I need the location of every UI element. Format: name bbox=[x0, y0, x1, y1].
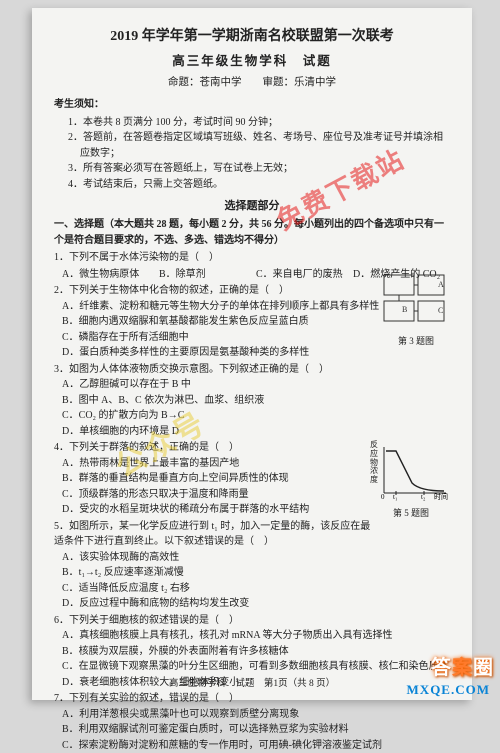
option: C．CO₂ 的扩散方向为 B→C bbox=[62, 408, 372, 424]
brand-answer-circle: 答案圈 bbox=[431, 651, 494, 680]
notice-heading: 考生须知： bbox=[54, 97, 450, 113]
question-stem: 5．如图所示，某一化学反应进行到 t₁ 时，加入一定量的酶，该反应在最适条件下进… bbox=[54, 519, 374, 550]
option: C．适当降低反应温度 t₂ 右移 bbox=[62, 581, 372, 597]
brand-char: 案 bbox=[452, 657, 473, 679]
notice-item: 4．考试结束后，只需上交答题纸。 bbox=[68, 177, 450, 193]
fig3-label-b: B bbox=[402, 305, 407, 314]
option: C．探索淀粉酶对淀粉和蔗糖的专一作用时，可用碘-碘化钾溶液鉴定试剂 bbox=[62, 738, 450, 753]
fig5-tick-t2: t₂ bbox=[421, 493, 426, 501]
question-stem: 6．下列关于细胞核的叙述错误的是（ ） bbox=[54, 613, 450, 629]
title-source: 命题：苍南中学 审题：乐清中学 bbox=[54, 75, 450, 91]
title-main: 2019 年学年第一学期浙南名校联盟第一次联考 bbox=[54, 26, 450, 48]
figure-5-caption: 第 5 题图 bbox=[372, 507, 450, 521]
question-stem: 7．下列有关实验的叙述，错误的是（ ） bbox=[54, 691, 450, 707]
notice-item: 2．答题前，在答题卷指定区域填写班级、姓名、考场号、座位号及准考证号并填涂相应数… bbox=[68, 130, 450, 161]
option: B．核膜为双层膜，外膜的外表面附着有许多核糖体 bbox=[62, 644, 450, 660]
section-heading: 选择题部分 bbox=[54, 198, 450, 215]
option: B．t₁→t₂ 反应速率逐渐减慢 bbox=[62, 565, 372, 581]
fig5-tick-t1: t₁ bbox=[393, 493, 397, 501]
fig5-tick-0: 0 bbox=[381, 493, 385, 501]
figure-3: A B C 第 3 题图 bbox=[382, 271, 450, 341]
option: A．微生物病原体 bbox=[62, 267, 159, 283]
option: A．乙醇胆碱可以存在于 B 中 bbox=[62, 377, 372, 393]
brand-char: 圈 bbox=[473, 657, 494, 679]
option: D．反应过程中酶和底物的结构均发生改变 bbox=[62, 596, 372, 612]
option: C．在显微镜下观察黑藻的叶分生区细胞，可看到多数细胞核具有核膜、核仁和染色质体 bbox=[62, 659, 450, 675]
option: B．除草剂 bbox=[159, 267, 256, 283]
option: A．真核细胞核膜上具有核孔，核孔对 mRNA 等大分子物质出入具有选择性 bbox=[62, 628, 450, 644]
figure-5: 0 t₁ t₂ 时间 反应物浓度 第 5 题图 bbox=[372, 443, 450, 515]
part-instruction: 一、选择题（本大题共 28 题，每小题 2 分，共 56 分。每小题列出的四个备… bbox=[54, 217, 450, 248]
fig3-label-a: A bbox=[438, 280, 444, 289]
fig5-svg: 0 t₁ t₂ 时间 bbox=[372, 443, 450, 501]
fig5-xlabel: 时间 bbox=[434, 492, 448, 501]
brand-url: MXQE.COM bbox=[407, 682, 490, 698]
notice-item: 3．所有答案必须写在答题纸上，写在试卷上无效； bbox=[68, 161, 450, 177]
option: A．该实验体现酶的高效性 bbox=[62, 550, 372, 566]
question-stem: 3．如图为人体体液物质交换示意图。下列叙述正确的是（ ） bbox=[54, 362, 374, 378]
fig3-label-c: C bbox=[438, 306, 443, 315]
option: C．来自电厂的废热 bbox=[256, 267, 353, 283]
option: D．单核细胞的内环境是 D bbox=[62, 424, 372, 440]
fig5-ylabel: 反应物浓度 bbox=[370, 441, 382, 485]
question-stem: 1．下列不属于水体污染物的是（ ） bbox=[54, 250, 450, 266]
fig3-svg: A B C bbox=[382, 271, 450, 329]
brand-char: 答 bbox=[431, 657, 452, 679]
title-subject: 高三年级生物学科 试题 bbox=[54, 52, 450, 71]
exam-page: 2019 年学年第一学期浙南名校联盟第一次联考 高三年级生物学科 试题 命题：苍… bbox=[32, 8, 472, 700]
figure-3-caption: 第 3 题图 bbox=[382, 335, 450, 349]
option: B．图中 A、B、C 依次为淋巴、血浆、组织液 bbox=[62, 393, 372, 409]
option: A．利用洋葱根尖或黑藻叶也可以观察到质壁分离现象 bbox=[62, 707, 450, 723]
option: B．利用双缩脲试剂可鉴定蛋白质时，可以选择熟豆浆为实验材料 bbox=[62, 722, 450, 738]
notice-item: 1．本卷共 8 页满分 100 分，考试时间 90 分钟； bbox=[68, 115, 450, 131]
